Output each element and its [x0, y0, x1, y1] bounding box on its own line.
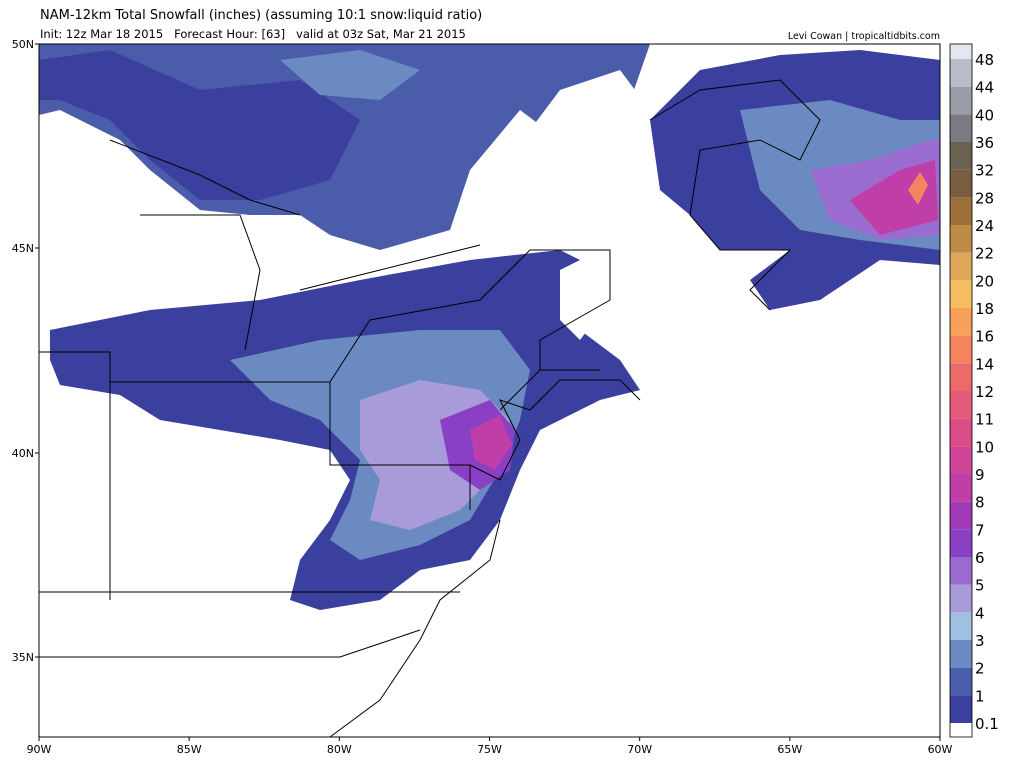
lon-label: 90W	[27, 743, 52, 756]
lon-label: 65W	[777, 743, 802, 756]
lat-label: 40N	[12, 447, 34, 460]
colorbar: 0.11234567891011121416182022242832364044…	[949, 43, 999, 738]
colorbar-label: 44	[975, 79, 994, 97]
snow-area	[280, 50, 420, 100]
colorbar-label: 11	[975, 411, 994, 429]
colorbar-cell	[950, 197, 972, 225]
snow-area	[908, 172, 928, 205]
colorbar-cell	[950, 169, 972, 198]
lon-label: 85W	[177, 743, 202, 756]
colorbar-cell	[950, 280, 972, 308]
colorbar-cell	[950, 335, 972, 364]
colorbar-label: 28	[975, 189, 994, 207]
colorbar-cell	[950, 501, 972, 530]
colorbar-cell	[950, 446, 972, 474]
lat-label: 50N	[12, 38, 34, 51]
snow-area	[39, 50, 360, 200]
no-snow	[470, 70, 650, 230]
credit: Levi Cowan | tropicaltidbits.com	[788, 31, 940, 42]
colorbar-label: 0.1	[975, 715, 999, 733]
title: NAM-12km Total Snowfall (inches) (assumi…	[40, 8, 482, 23]
colorbar-cell	[950, 86, 972, 115]
axis-labels: 50N 45N 40N 35N 90W 85W 80W 75W 70W 65W 60W	[12, 38, 953, 756]
colorbar-label: 10	[975, 438, 994, 456]
colorbar-label: 2	[975, 660, 985, 678]
colorbar-cell	[950, 418, 972, 447]
colorbar-cell	[950, 225, 972, 253]
subtitle: Init: 12z Mar 18 2015 Forecast Hour: [63…	[40, 27, 466, 41]
colorbar-cell	[950, 142, 972, 170]
colorbar-cell	[950, 612, 972, 640]
colorbar-cell	[950, 584, 972, 613]
colorbar-label: 48	[975, 51, 994, 69]
colorbar-cell	[950, 391, 972, 419]
colorbar-label: 5	[975, 577, 985, 595]
colorbar-label: 14	[975, 355, 994, 373]
colorbar-cell	[950, 363, 972, 391]
colorbar-label: 1	[975, 687, 985, 705]
colorbar-cell	[950, 557, 972, 585]
lon-label: 80W	[327, 743, 352, 756]
colorbar-label: 12	[975, 383, 994, 401]
colorbar-cell	[950, 114, 972, 142]
colorbar-cell	[950, 640, 972, 668]
colorbar-label: 40	[975, 106, 994, 124]
colorbar-label: 6	[975, 549, 985, 567]
borders	[39, 79, 821, 738]
lat-label: 45N	[12, 242, 34, 255]
colorbar-label: 4	[975, 604, 985, 622]
lon-label: 60W	[928, 743, 953, 756]
snow-field	[39, 44, 940, 610]
map	[38, 43, 941, 738]
colorbar-label: 16	[975, 328, 994, 346]
colorbar-cell	[950, 59, 972, 87]
lon-label: 75W	[477, 743, 502, 756]
colorbar-label: 24	[975, 217, 994, 235]
lat-label: 35N	[12, 651, 34, 664]
snow-area	[470, 415, 512, 470]
colorbar-label: 20	[975, 272, 994, 290]
colorbar-cell	[950, 252, 972, 281]
colorbar-label: 22	[975, 245, 994, 263]
colorbar-cell	[950, 667, 972, 696]
no-snow	[560, 250, 610, 340]
colorbar-label: 32	[975, 162, 994, 180]
lon-label: 70W	[627, 743, 652, 756]
colorbar-cell	[950, 529, 972, 557]
colorbar-cell	[950, 695, 972, 723]
colorbar-label: 8	[975, 494, 985, 512]
colorbar-label: 9	[975, 466, 985, 484]
colorbar-cell	[950, 474, 972, 502]
colorbar-cell	[950, 723, 972, 737]
colorbar-label: 3	[975, 632, 985, 650]
colorbar-cell	[950, 44, 972, 59]
colorbar-label: 18	[975, 300, 994, 318]
colorbar-cell	[950, 308, 972, 336]
colorbar-label: 7	[975, 521, 985, 539]
colorbar-frame	[949, 43, 973, 738]
colorbar-label: 36	[975, 134, 994, 152]
